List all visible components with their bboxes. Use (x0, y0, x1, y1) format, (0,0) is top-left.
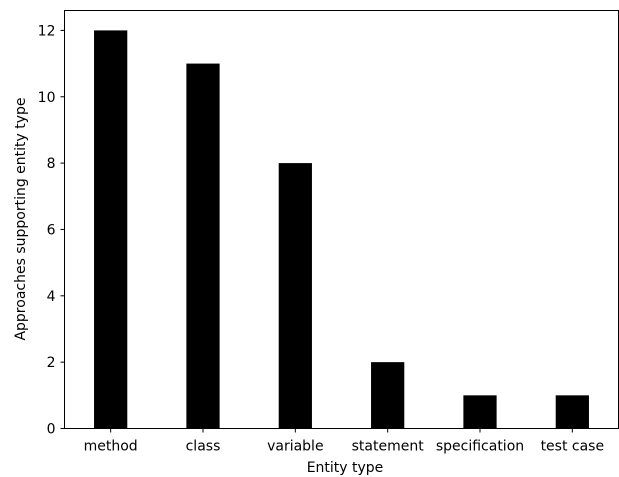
bar-specification (463, 395, 497, 429)
bar-class (186, 63, 220, 429)
y-axis-ticks: 0 2 4 6 8 10 12 (38, 23, 65, 438)
y-tick-label: 12 (38, 23, 56, 39)
x-tick-label: statement (352, 439, 425, 455)
x-axis-title: Entity type (307, 460, 384, 476)
y-tick-label: 0 (47, 422, 56, 438)
x-tick-label: method (84, 439, 138, 455)
bar-variable (278, 163, 312, 429)
y-tick-label: 10 (38, 90, 56, 106)
y-tick-label: 6 (47, 222, 56, 238)
x-tick-label: class (186, 439, 221, 455)
x-tick-label: variable (267, 439, 323, 455)
x-tick-label: test case (541, 439, 605, 455)
y-tick-label: 4 (47, 289, 56, 305)
bar-statement (371, 362, 405, 429)
x-axis-ticks: method class variable statement specificatio… (84, 428, 605, 455)
bar-test-case (555, 395, 589, 429)
bar-method (94, 30, 128, 429)
y-axis-title: Approaches supporting entity type (13, 97, 29, 340)
x-tick-label: specification (436, 439, 524, 455)
bars-group (94, 30, 589, 429)
y-tick-label: 2 (47, 355, 56, 371)
y-tick-label: 8 (47, 156, 56, 172)
